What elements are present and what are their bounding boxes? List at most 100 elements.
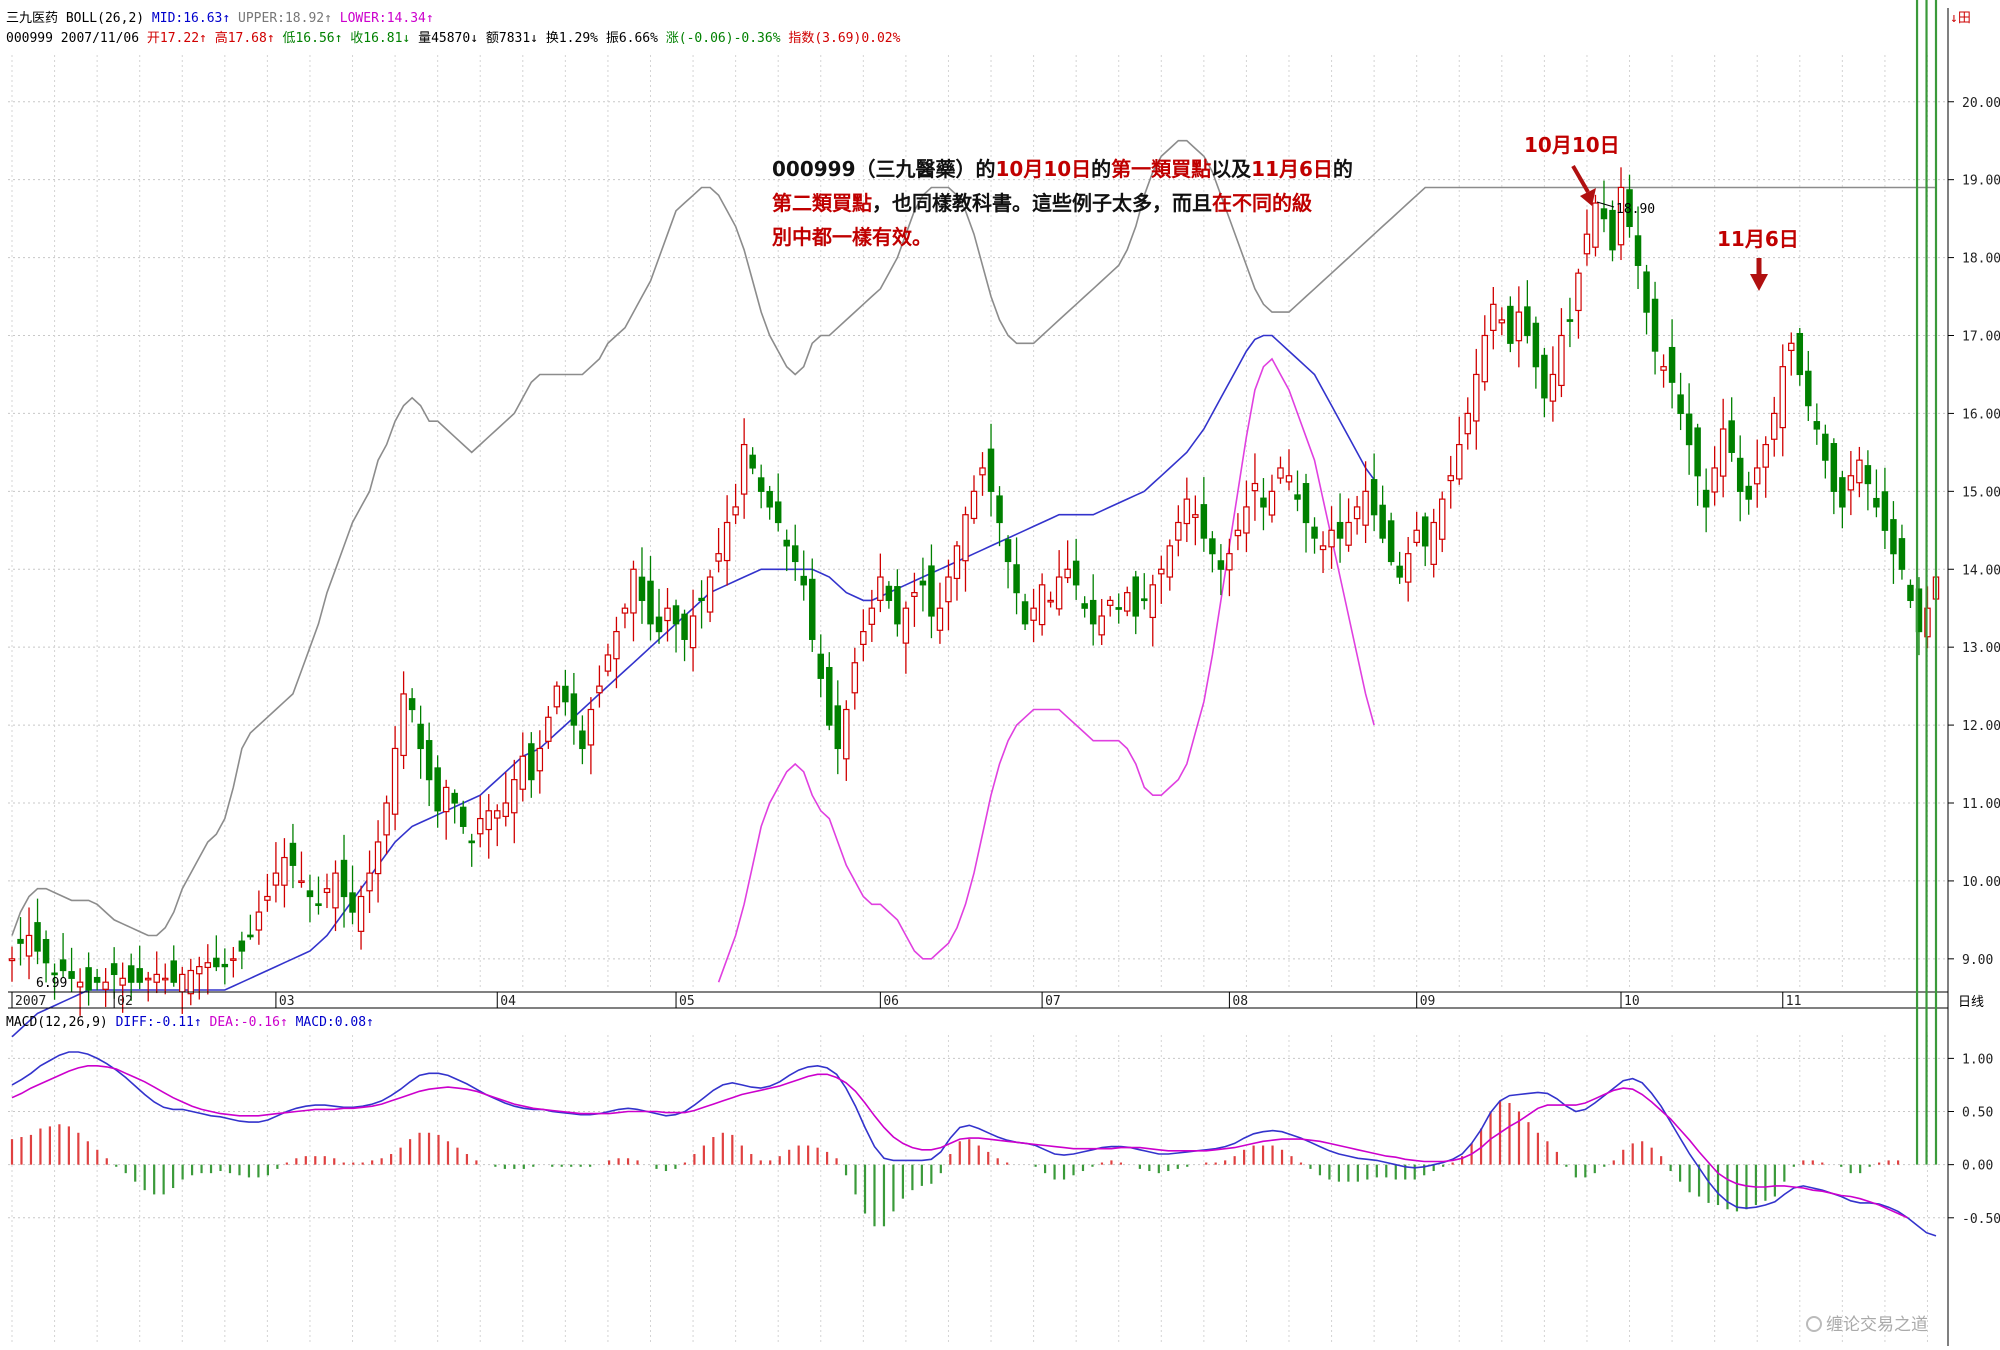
candle[interactable] xyxy=(1881,467,1889,550)
candle[interactable] xyxy=(281,838,288,908)
candle[interactable] xyxy=(485,794,492,859)
candle[interactable] xyxy=(894,569,901,637)
candle[interactable] xyxy=(1345,498,1352,552)
candle[interactable] xyxy=(434,755,441,828)
candle[interactable] xyxy=(1038,573,1046,636)
candle[interactable] xyxy=(1898,524,1906,580)
candle[interactable] xyxy=(1370,453,1378,532)
candle[interactable] xyxy=(332,860,339,932)
candle[interactable] xyxy=(1072,538,1080,600)
candle[interactable] xyxy=(1541,347,1548,418)
candle[interactable] xyxy=(1311,517,1318,554)
candle[interactable] xyxy=(996,486,1003,547)
candle[interactable] xyxy=(647,556,654,641)
candle[interactable] xyxy=(468,833,475,867)
candle[interactable] xyxy=(1098,598,1105,646)
candle[interactable] xyxy=(1004,535,1012,589)
candle[interactable] xyxy=(272,842,280,903)
candle[interactable] xyxy=(757,464,765,509)
candle[interactable] xyxy=(1106,596,1114,617)
candle[interactable] xyxy=(68,947,75,993)
candle[interactable] xyxy=(1089,574,1097,646)
candle[interactable] xyxy=(1736,435,1744,522)
candle[interactable] xyxy=(1660,354,1667,388)
corner-menu-icon[interactable]: ↓田 xyxy=(1950,11,1971,26)
candle[interactable] xyxy=(264,873,271,912)
candle[interactable] xyxy=(1021,593,1029,631)
candle[interactable] xyxy=(936,582,944,644)
candle[interactable] xyxy=(1055,550,1063,616)
candle[interactable] xyxy=(357,885,365,950)
candle[interactable] xyxy=(1413,511,1420,547)
candle[interactable] xyxy=(1294,470,1301,512)
candle[interactable] xyxy=(8,946,16,982)
candle[interactable] xyxy=(1600,180,1608,233)
candle[interactable] xyxy=(579,715,586,765)
period-label[interactable]: 日线 xyxy=(1958,995,1984,1010)
candle[interactable] xyxy=(1805,350,1812,422)
candle[interactable] xyxy=(774,473,782,532)
candle[interactable] xyxy=(1421,512,1429,567)
candle[interactable] xyxy=(1685,383,1693,475)
candle[interactable] xyxy=(1677,372,1684,431)
candle[interactable] xyxy=(1771,396,1778,457)
candle[interactable] xyxy=(51,963,58,1000)
candle[interactable] xyxy=(885,581,893,609)
candles[interactable] xyxy=(8,167,1940,1016)
candle[interactable] xyxy=(1158,555,1165,604)
candle[interactable] xyxy=(902,601,910,674)
candle[interactable] xyxy=(1268,474,1276,523)
candle[interactable] xyxy=(127,953,135,1001)
candle[interactable] xyxy=(417,705,424,779)
candle[interactable] xyxy=(928,544,935,639)
candle[interactable] xyxy=(298,851,305,888)
candle[interactable] xyxy=(459,800,467,834)
candle[interactable] xyxy=(681,609,688,662)
candle[interactable] xyxy=(1745,471,1752,515)
candle[interactable] xyxy=(1200,477,1208,552)
candle[interactable] xyxy=(1175,505,1182,557)
candle[interactable] xyxy=(630,560,637,642)
candle[interactable] xyxy=(255,890,263,945)
candle[interactable] xyxy=(1362,461,1369,544)
candle[interactable] xyxy=(604,643,612,677)
candle[interactable] xyxy=(1890,501,1897,584)
candle[interactable] xyxy=(613,616,620,689)
candle[interactable] xyxy=(1141,573,1148,610)
candle[interactable] xyxy=(1260,478,1267,531)
candle[interactable] xyxy=(221,948,229,985)
candle[interactable] xyxy=(25,907,33,980)
candle[interactable] xyxy=(519,732,527,802)
candle[interactable] xyxy=(1524,280,1531,344)
candle[interactable] xyxy=(911,572,918,627)
candle[interactable] xyxy=(1634,206,1642,289)
candle[interactable] xyxy=(1864,450,1872,511)
candle[interactable] xyxy=(1192,495,1199,546)
candle[interactable] xyxy=(476,795,484,848)
candle[interactable] xyxy=(247,914,254,940)
candle[interactable] xyxy=(511,759,518,844)
candle[interactable] xyxy=(706,569,714,623)
candle[interactable] xyxy=(1456,416,1463,485)
candle[interactable] xyxy=(340,834,348,928)
candle[interactable] xyxy=(1336,493,1344,563)
candle[interactable] xyxy=(502,772,510,827)
candle[interactable] xyxy=(783,529,790,572)
candle[interactable] xyxy=(1166,539,1174,591)
candle[interactable] xyxy=(1651,281,1659,375)
candle[interactable] xyxy=(1226,538,1233,597)
candle[interactable] xyxy=(587,697,595,775)
candle[interactable] xyxy=(766,485,773,520)
candle[interactable] xyxy=(1668,319,1676,409)
candle[interactable] xyxy=(1277,456,1284,484)
candle[interactable] xyxy=(17,917,24,966)
candle[interactable] xyxy=(1209,531,1216,573)
candle[interactable] xyxy=(238,931,246,970)
candle[interactable] xyxy=(110,947,118,999)
candle[interactable] xyxy=(1728,397,1735,462)
candle[interactable] xyxy=(315,876,322,915)
candle[interactable] xyxy=(349,865,356,925)
candle[interactable] xyxy=(979,452,986,496)
candle[interactable] xyxy=(289,823,297,889)
candle[interactable] xyxy=(621,603,629,629)
